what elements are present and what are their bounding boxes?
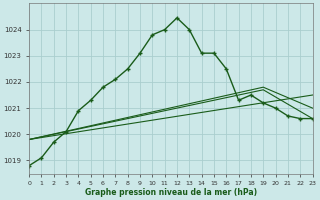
X-axis label: Graphe pression niveau de la mer (hPa): Graphe pression niveau de la mer (hPa) (85, 188, 257, 197)
